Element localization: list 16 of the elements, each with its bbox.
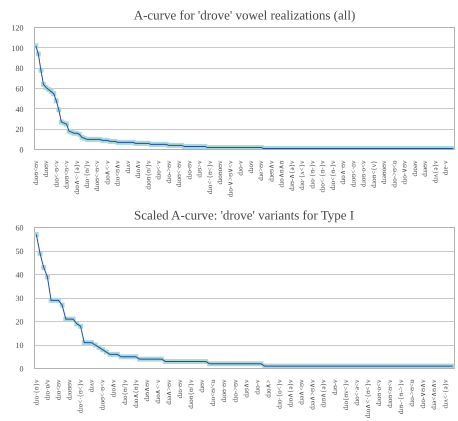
y-tick-label: 30 xyxy=(16,294,24,303)
y-tick-label: 50 xyxy=(16,247,24,256)
y-tick-label: 100 xyxy=(12,44,24,53)
chart-title: A-curve for 'drove' vowel realizations (all) xyxy=(134,8,356,22)
chart-title: Scaled A-curve: 'drove' variants for Type I xyxy=(134,208,354,222)
y-tick-label: 40 xyxy=(16,104,24,114)
y-tick-label: 10 xyxy=(16,341,24,350)
y-tick-label: 0 xyxy=(20,146,24,154)
y-tick-label: 60 xyxy=(16,224,24,232)
y-tick-label: 20 xyxy=(16,318,24,326)
y-tick-label: 20 xyxy=(16,125,24,134)
y-tick-label: 80 xyxy=(16,64,24,74)
y-tick-label: 120 xyxy=(12,24,24,32)
y-tick-label: 40 xyxy=(16,270,24,280)
y-tick-label: 0 xyxy=(20,364,24,374)
y-tick-label: 60 xyxy=(16,84,24,94)
